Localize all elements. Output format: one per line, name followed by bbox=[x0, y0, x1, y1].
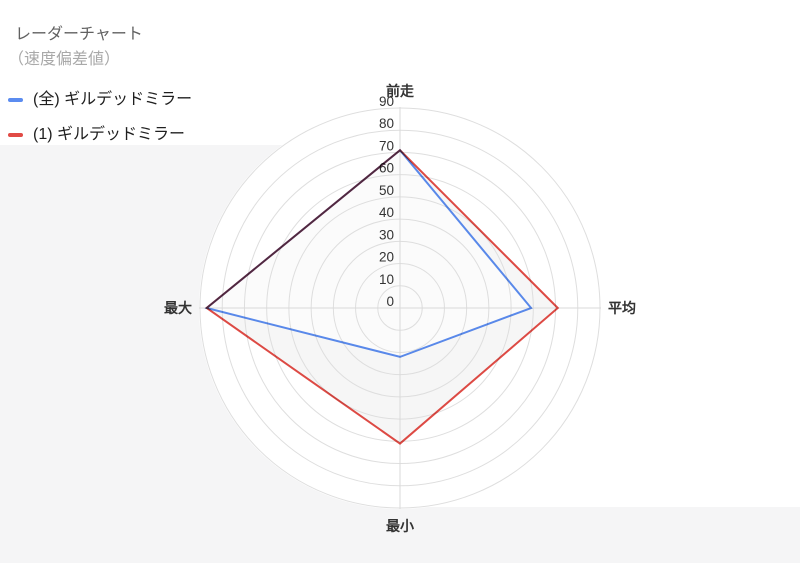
chart-title: レーダーチャート bbox=[15, 26, 143, 43]
radial-tick-label: 10 bbox=[379, 272, 394, 287]
radial-tick-label: 60 bbox=[379, 161, 394, 176]
axis-label-1: 平均 bbox=[608, 300, 636, 316]
legend-marker-red-icon bbox=[8, 133, 23, 137]
axis-label-0: 前走 bbox=[386, 83, 415, 99]
chart-header: レーダーチャート （速度偏差値） (全) ギルデッドミラー (1) ギルデッドミ… bbox=[8, 26, 192, 143]
radial-tick-label: 80 bbox=[379, 116, 394, 131]
radial-tick-label: 40 bbox=[379, 205, 394, 220]
radial-tick-label: 50 bbox=[379, 183, 394, 198]
radial-tick-label: 30 bbox=[379, 227, 394, 242]
radial-tick-label: 70 bbox=[379, 138, 394, 153]
series-line-1 bbox=[205, 148, 560, 445]
radial-tick-label: 0 bbox=[386, 294, 394, 309]
chart-subtitle: （速度偏差値） bbox=[8, 51, 121, 68]
axis-label-2: 最小 bbox=[386, 518, 414, 534]
legend-label: (1) ギルデッドミラー bbox=[33, 126, 186, 143]
legend-item-1: (1) ギルデッドミラー bbox=[8, 127, 192, 143]
radial-tick-label: 20 bbox=[379, 250, 394, 265]
legend-label: (全) ギルデッドミラー bbox=[33, 91, 193, 108]
legend-item-all: (全) ギルデッドミラー bbox=[8, 92, 192, 108]
legend-marker-blue-icon bbox=[8, 98, 23, 102]
series-fill-blue bbox=[206, 150, 532, 357]
axis-label-3: 最大 bbox=[164, 300, 192, 316]
radial-tick-label: 90 bbox=[379, 94, 394, 109]
